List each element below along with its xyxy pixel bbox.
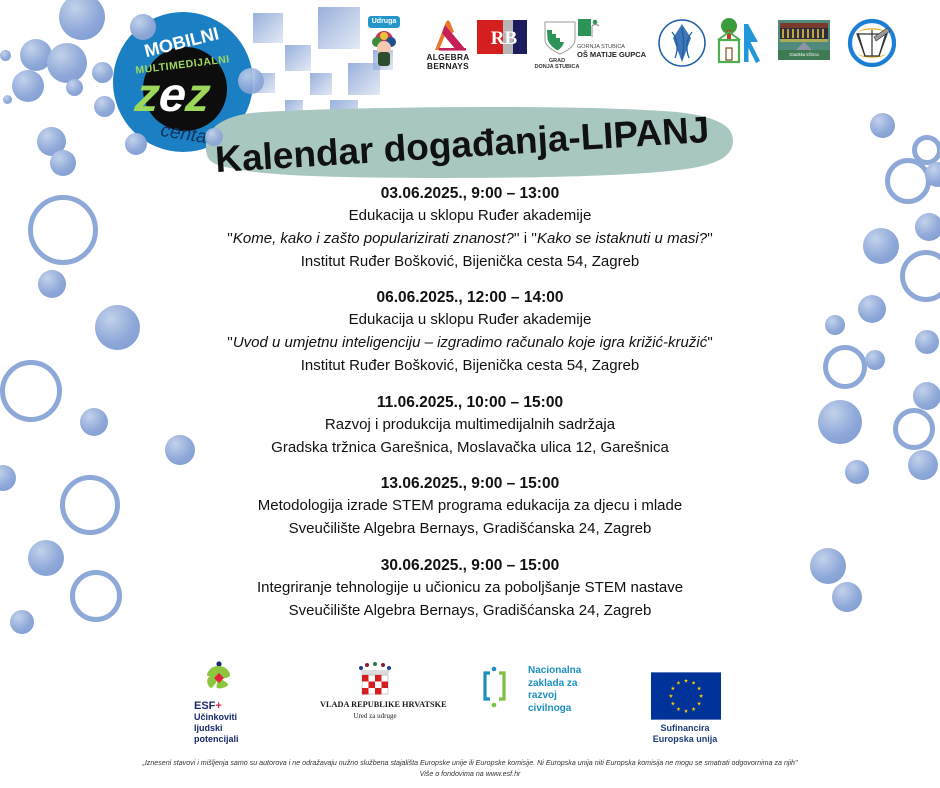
svg-text:RB: RB: [491, 28, 518, 49]
svg-text:BERNAYS: BERNAYS: [427, 61, 469, 71]
svg-text:Gradska tržnica: Gradska tržnica: [789, 52, 819, 57]
